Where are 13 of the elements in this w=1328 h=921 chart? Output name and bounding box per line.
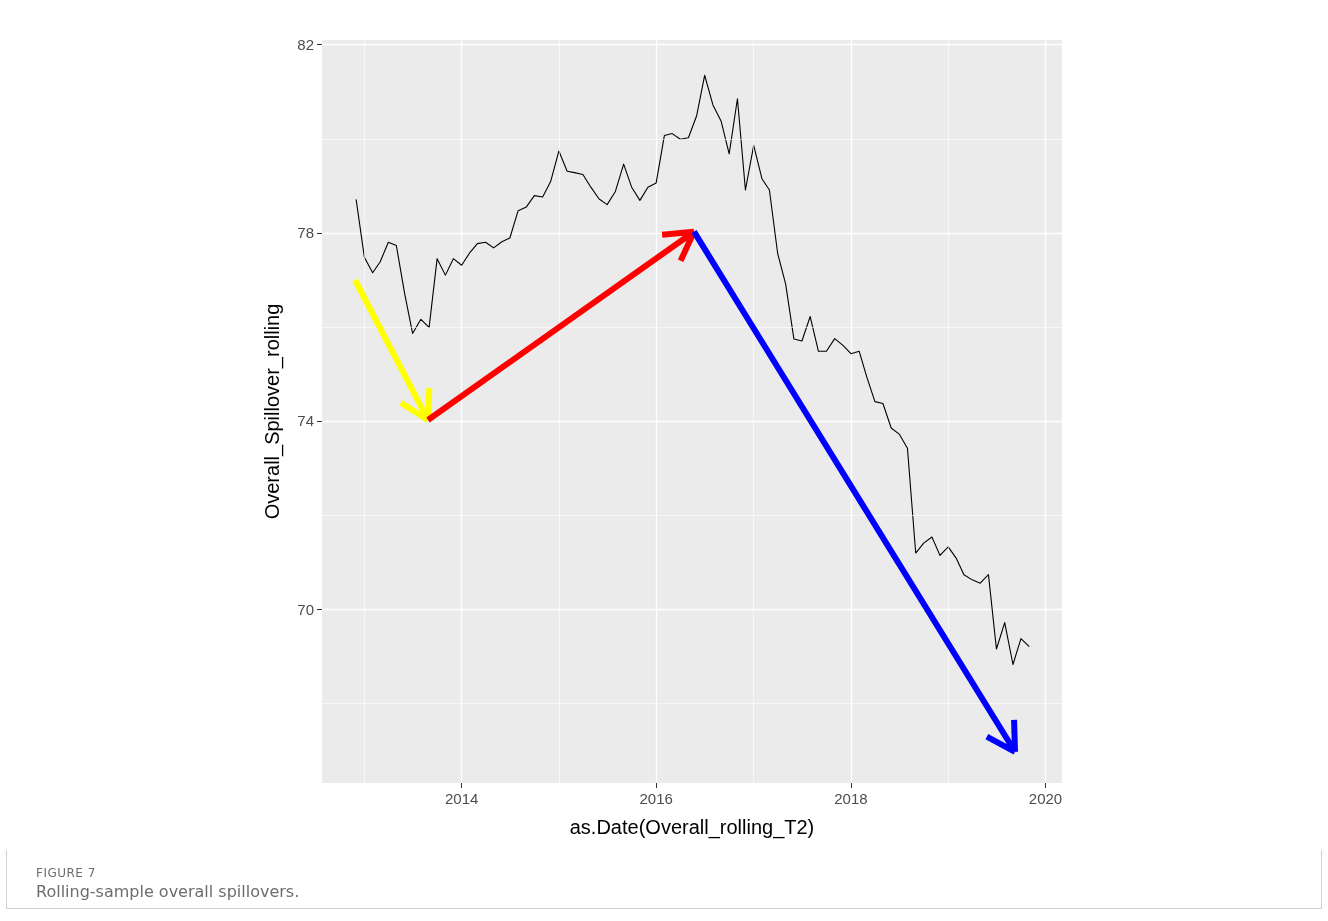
y-axis-title: Overall_Spillover_rolling (261, 303, 284, 520)
x-tick-label: 2018 (834, 790, 868, 807)
caption: FIGURE 7 (36, 866, 96, 880)
x-tick-label: 2014 (444, 790, 479, 807)
x-tick-label: 2020 (1028, 790, 1063, 807)
x-axis-title: as.Date(Overall_rolling_T2) (569, 816, 815, 839)
line-series (355, 74, 1030, 666)
y-tick-label: 70 (297, 600, 314, 618)
y-tick-label: 74 (297, 412, 314, 430)
y-tick-label: 82 (297, 36, 314, 54)
x-tick-label: 2016 (639, 790, 673, 807)
text: Rolling-sample overall spillovers. (36, 882, 300, 901)
y-tick-label: 78 (297, 224, 314, 242)
